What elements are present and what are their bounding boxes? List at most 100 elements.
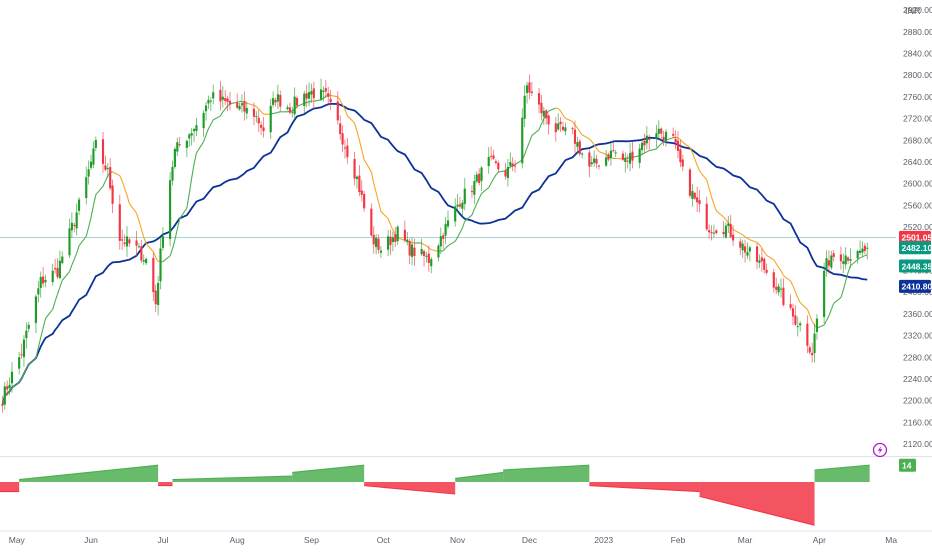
candle-body [708, 230, 710, 232]
candle-body [727, 224, 729, 226]
candle-body [576, 142, 578, 147]
candle-body [274, 100, 276, 102]
candle-body [691, 191, 693, 199]
candle-body [413, 248, 415, 256]
candle-body [59, 261, 61, 278]
candle-body [344, 147, 346, 148]
candle-body [739, 241, 741, 247]
candle-body [135, 241, 137, 246]
price-tag: 2410.80 [899, 280, 932, 293]
candle-body [866, 248, 868, 249]
candle-body [564, 127, 566, 131]
price-axis[interactable]: 2920.002880.002840.002800.002760.002720.… [899, 5, 932, 472]
candle-body [775, 287, 777, 290]
candle-body [174, 149, 176, 167]
candle-body [548, 115, 550, 124]
price-tick-label: 2600.00 [903, 179, 932, 189]
candle-body [303, 94, 305, 106]
time-tick-label: Dec [522, 535, 538, 545]
candle-body [773, 272, 775, 287]
candle-body [159, 249, 161, 282]
candle-body [425, 256, 427, 257]
candle-body [746, 252, 748, 255]
candle-body [313, 88, 315, 98]
candle-body [811, 353, 813, 355]
candle-body [227, 99, 229, 102]
candle-body [528, 83, 530, 93]
candle-body [143, 260, 145, 261]
candle-body [797, 326, 799, 327]
candle-body [42, 277, 44, 284]
time-tick-label: Jul [157, 535, 168, 545]
candle-body [778, 286, 780, 292]
price-tick-label: 2120.00 [903, 439, 932, 449]
candle-body [411, 245, 413, 257]
candle-body [346, 146, 348, 157]
price-tick-label: 2280.00 [903, 352, 932, 362]
candle-body [306, 93, 308, 98]
price-tick-label: 2640.00 [903, 157, 932, 167]
indicator-area-negative [0, 482, 19, 492]
candle-body [658, 129, 660, 134]
candle-body [421, 249, 423, 254]
candle-body [543, 111, 545, 117]
candle-body [845, 255, 847, 264]
candle-body [210, 101, 212, 102]
candle-body [809, 347, 811, 352]
candle-body [207, 100, 209, 104]
candle-body [73, 225, 75, 226]
candle-body [44, 280, 46, 282]
time-tick-label: Apr [813, 535, 826, 545]
candle-body [102, 139, 104, 164]
candle-body [375, 238, 377, 247]
price-tick-label: 2520.00 [903, 222, 932, 232]
price-tag-label: 2482.10 [902, 243, 932, 253]
candle-body [128, 239, 130, 243]
candle-body [246, 108, 248, 114]
time-tick-label: May [9, 535, 26, 545]
candle-body [816, 319, 818, 332]
candle-body [119, 204, 121, 241]
candle-body [327, 93, 329, 97]
candle-body [447, 220, 449, 226]
candle-body [23, 340, 25, 358]
candle-body [823, 271, 825, 317]
candle-body [766, 270, 768, 273]
candle-body [68, 228, 70, 255]
candle-body [480, 167, 482, 180]
candle-body [37, 288, 39, 294]
candle-body [591, 162, 593, 164]
candle-body [423, 251, 425, 256]
candle-body [361, 190, 363, 194]
candle-body [557, 123, 559, 129]
time-tick-label: Ma [885, 535, 897, 545]
candle-body [663, 137, 665, 140]
candle-body [442, 235, 444, 239]
price-tag: 2482.10 [899, 241, 932, 254]
candle-body [665, 132, 667, 141]
price-tick-label: 2720.00 [903, 114, 932, 124]
candle-body [840, 254, 842, 261]
candle-body [253, 109, 255, 117]
candle-body [706, 204, 708, 230]
candle-body [179, 144, 181, 145]
candle-body [857, 251, 859, 258]
candle-body [9, 385, 11, 388]
candle-body [622, 154, 624, 160]
candle-body [742, 244, 744, 251]
candle-body [191, 133, 193, 135]
indicator-value-tag: 14 [899, 459, 916, 472]
candle-body [279, 95, 281, 107]
candle-body [615, 152, 617, 153]
candle-body [255, 116, 257, 117]
candle-body [512, 164, 514, 167]
candle-body [629, 153, 631, 164]
candle-body [356, 177, 358, 179]
candle-body [54, 268, 56, 269]
candle-body [464, 189, 466, 204]
candle-body [715, 230, 717, 233]
flash-icon[interactable] [874, 444, 887, 457]
candle-body [859, 251, 861, 253]
